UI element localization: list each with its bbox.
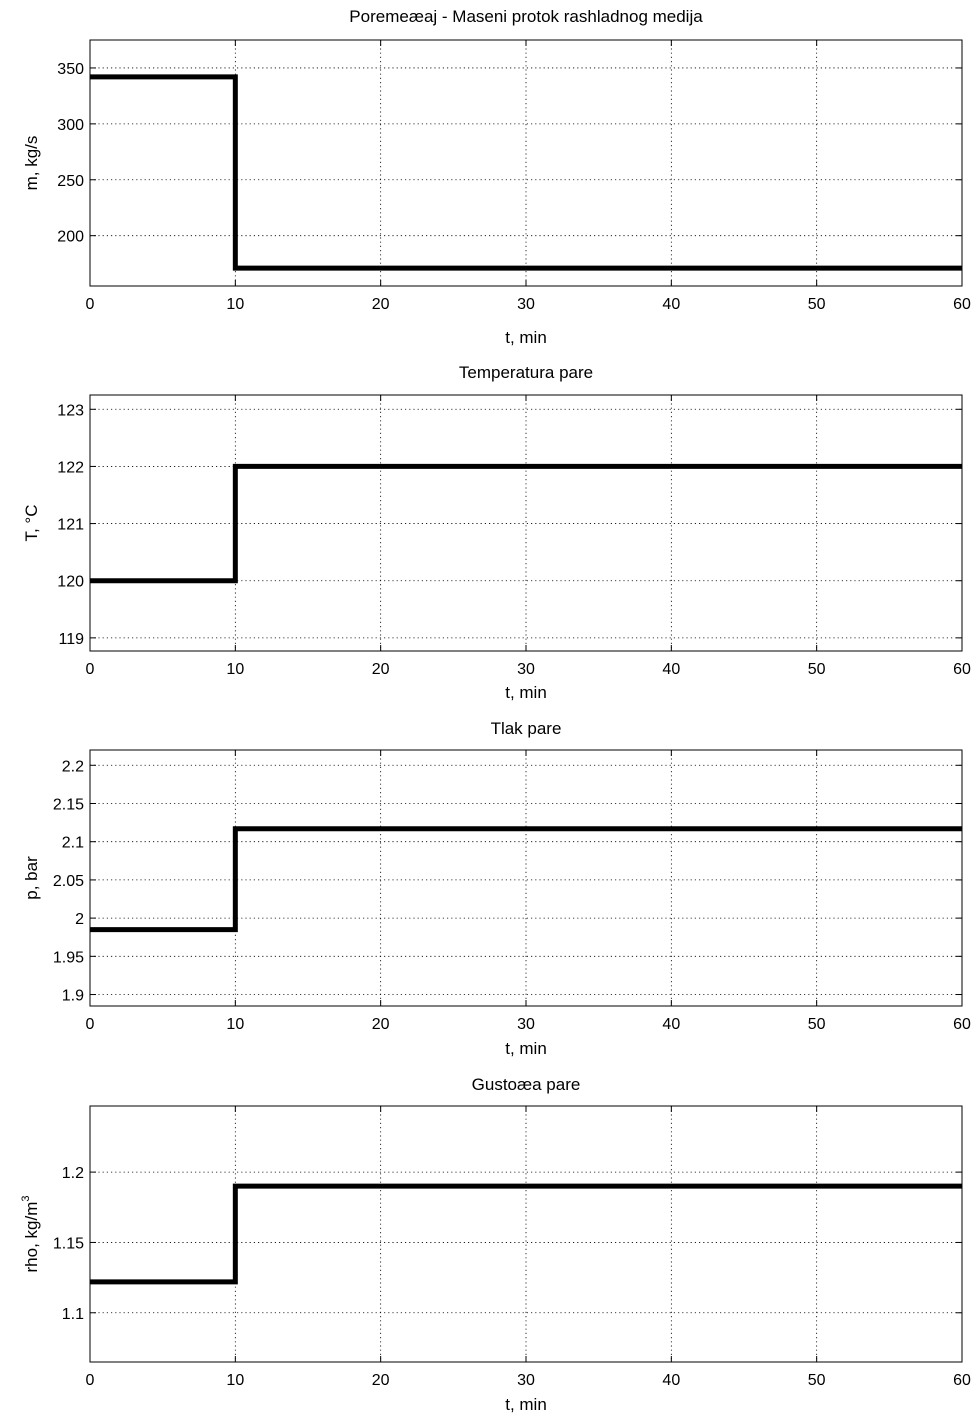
axis-ticks: 0 10 20 30 40 50 60 119 120 121 122 123 <box>57 395 971 678</box>
x-tick-label: 30 <box>517 661 535 678</box>
y-axis-label-superscript: 3 <box>20 1196 32 1202</box>
y-axis-label: T, °C <box>22 504 41 541</box>
x-tick-label: 60 <box>953 661 971 678</box>
x-tick-label: 10 <box>226 661 244 678</box>
x-tick-label: 0 <box>86 661 95 678</box>
series-line <box>90 463 962 584</box>
x-tick-label: 0 <box>86 1372 95 1389</box>
subplot-steam-temperature: Temperatura pare 0 10 20 30 40 50 60 119 120 121 1… <box>22 363 971 702</box>
x-tick-label: 40 <box>662 1372 680 1389</box>
y-tick-label: 1.1 <box>62 1306 84 1323</box>
y-tick-label: 2 <box>75 911 84 928</box>
x-tick-label: 50 <box>808 1372 826 1389</box>
x-tick-label: 20 <box>372 296 390 313</box>
y-tick-label: 250 <box>57 173 84 190</box>
y-axis-label-text: rho, kg/m <box>22 1202 41 1273</box>
x-tick-label: 50 <box>808 1016 826 1033</box>
axis-ticks: 0 10 20 30 40 50 60 1.9 1.95 2 2.05 2.1 2.15 2.2 <box>53 750 971 1033</box>
x-tick-label: 60 <box>953 296 971 313</box>
x-tick-label: 60 <box>953 1016 971 1033</box>
plot-title: Poremeæaj - Maseni protok rashladnog med… <box>349 7 703 26</box>
subplot-steam-pressure: Tlak pare 0 10 20 30 40 50 60 1.9 1.95 2 2.05 2.1 2.… <box>22 719 971 1058</box>
x-tick-label: 50 <box>808 661 826 678</box>
series-polyline <box>90 74 962 271</box>
axis-ticks: 0 10 20 30 40 50 60 200 250 300 350 <box>57 40 971 313</box>
x-axis-label: t, min <box>505 328 547 347</box>
y-axis-label: rho, kg/m3 <box>20 1196 41 1273</box>
x-tick-label: 10 <box>226 1016 244 1033</box>
x-tick-label: 20 <box>372 1016 390 1033</box>
x-tick-label: 40 <box>662 296 680 313</box>
y-tick-label: 121 <box>57 517 84 534</box>
x-axis-label: t, min <box>505 683 547 702</box>
y-tick-label: 300 <box>57 117 84 134</box>
plot-title: Tlak pare <box>491 719 562 738</box>
y-axis-label: m, kg/s <box>22 136 41 191</box>
x-tick-label: 0 <box>86 296 95 313</box>
x-tick-label: 10 <box>226 1372 244 1389</box>
y-tick-label: 2.05 <box>53 873 84 890</box>
x-axis-label: t, min <box>505 1039 547 1058</box>
y-tick-label: 350 <box>57 61 84 78</box>
y-tick-label: 2.1 <box>62 835 84 852</box>
y-tick-label: 2.2 <box>62 758 84 775</box>
grid-lines <box>90 395 962 651</box>
plot-title: Temperatura pare <box>459 363 593 382</box>
y-tick-label: 120 <box>57 574 84 591</box>
grid-lines <box>90 1106 962 1362</box>
y-tick-label: 1.2 <box>62 1165 84 1182</box>
subplot-mass-flow: Poremeæaj - Maseni protok rashladnog med… <box>22 7 971 347</box>
x-tick-label: 30 <box>517 296 535 313</box>
x-tick-label: 30 <box>517 1016 535 1033</box>
x-tick-label: 40 <box>662 661 680 678</box>
y-tick-label: 122 <box>57 459 84 476</box>
x-axis-label: t, min <box>505 1395 547 1414</box>
y-tick-label: 1.95 <box>53 949 84 966</box>
x-tick-label: 10 <box>226 296 244 313</box>
series-line <box>90 74 962 271</box>
grid-lines <box>90 750 962 1006</box>
y-tick-label: 1.9 <box>62 988 84 1005</box>
series-line <box>90 1183 962 1285</box>
series-line <box>90 826 962 933</box>
y-tick-label: 119 <box>58 631 84 648</box>
plot-title: Gustoæa pare <box>472 1075 581 1094</box>
x-tick-label: 60 <box>953 1372 971 1389</box>
series-polyline <box>90 826 962 933</box>
x-tick-label: 0 <box>86 1016 95 1033</box>
axis-ticks: 0 10 20 30 40 50 60 1.1 1.15 1.2 <box>53 1106 971 1389</box>
y-axis-label: p, bar <box>22 856 41 900</box>
y-tick-label: 2.15 <box>53 796 84 813</box>
subplot-steam-density: Gustoæa pare 0 10 20 30 40 50 60 1.1 1.15 1.2 t, … <box>20 1075 971 1414</box>
y-tick-label: 200 <box>57 229 84 246</box>
series-polyline <box>90 463 962 584</box>
x-tick-label: 30 <box>517 1372 535 1389</box>
y-tick-label: 123 <box>57 402 84 419</box>
x-tick-label: 40 <box>662 1016 680 1033</box>
x-tick-label: 20 <box>372 661 390 678</box>
series-polyline <box>90 1183 962 1285</box>
x-tick-label: 50 <box>808 296 826 313</box>
y-tick-label: 1.15 <box>53 1235 84 1252</box>
x-tick-label: 20 <box>372 1372 390 1389</box>
